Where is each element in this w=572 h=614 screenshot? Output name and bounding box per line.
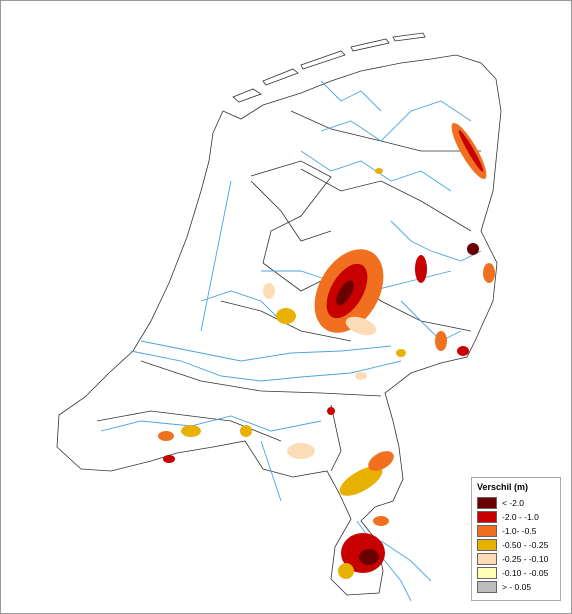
legend-label: -1.0- -0.5 <box>502 526 537 536</box>
legend-item: -2.0 - -1.0 <box>477 510 560 524</box>
legend-swatch <box>477 525 497 537</box>
legend-label: -0.25 - -0.10 <box>502 554 549 564</box>
legend-item: -1.0- -0.5 <box>477 524 560 538</box>
legend-label: -0.50 - -0.25 <box>502 540 549 550</box>
difference-area <box>158 431 174 441</box>
difference-area <box>263 283 275 299</box>
difference-area <box>415 255 427 283</box>
legend-swatch <box>477 567 497 579</box>
difference-area <box>345 316 377 336</box>
legend-item: > - 0.05 <box>477 580 560 594</box>
difference-area <box>457 346 469 356</box>
legend-rows: < -2.0 -2.0 - -1.0 -1.0- -0.5 -0.50 - -0.25… <box>472 496 560 594</box>
legend-swatch <box>477 581 497 593</box>
difference-area <box>163 455 175 463</box>
legend-label: > - 0.05 <box>502 582 532 592</box>
difference-area <box>327 407 335 415</box>
difference-area <box>339 466 383 496</box>
islands <box>232 32 426 103</box>
legend-item: -0.25 - -0.10 <box>477 552 560 566</box>
legend-swatch <box>477 539 497 551</box>
legend: Verschil (m) < -2.0 -2.0 - -1.0 -1.0- -0.5… <box>471 477 561 601</box>
legend-label: -2.0 - -1.0 <box>502 512 539 522</box>
difference-areas <box>158 123 495 579</box>
legend-swatch <box>477 497 497 509</box>
difference-area <box>483 263 495 283</box>
difference-area <box>435 331 447 351</box>
provinces <box>96 110 481 472</box>
difference-area <box>375 168 383 174</box>
difference-area <box>373 516 389 526</box>
legend-label: -0.10 - -0.05 <box>502 568 549 578</box>
legend-item: -0.50 - -0.25 <box>477 538 560 552</box>
legend-label: < -2.0 <box>502 498 524 508</box>
difference-area <box>396 349 406 357</box>
difference-area <box>458 130 484 172</box>
legend-item: -0.10 - -0.05 <box>477 566 560 580</box>
difference-area <box>181 425 201 437</box>
legend-item: < -2.0 <box>477 496 560 510</box>
difference-area <box>336 280 354 306</box>
rivers <box>100 80 482 602</box>
country-outline <box>56 54 502 596</box>
difference-area <box>287 443 315 459</box>
legend-title: Verschil (m) <box>477 482 529 492</box>
legend-swatch <box>477 511 497 523</box>
difference-area <box>338 563 354 579</box>
difference-area <box>467 243 479 255</box>
difference-area <box>276 308 296 324</box>
difference-area <box>355 372 367 380</box>
legend-swatch <box>477 553 497 565</box>
difference-area <box>240 425 252 437</box>
difference-area <box>359 549 379 565</box>
difference-area <box>368 451 394 471</box>
